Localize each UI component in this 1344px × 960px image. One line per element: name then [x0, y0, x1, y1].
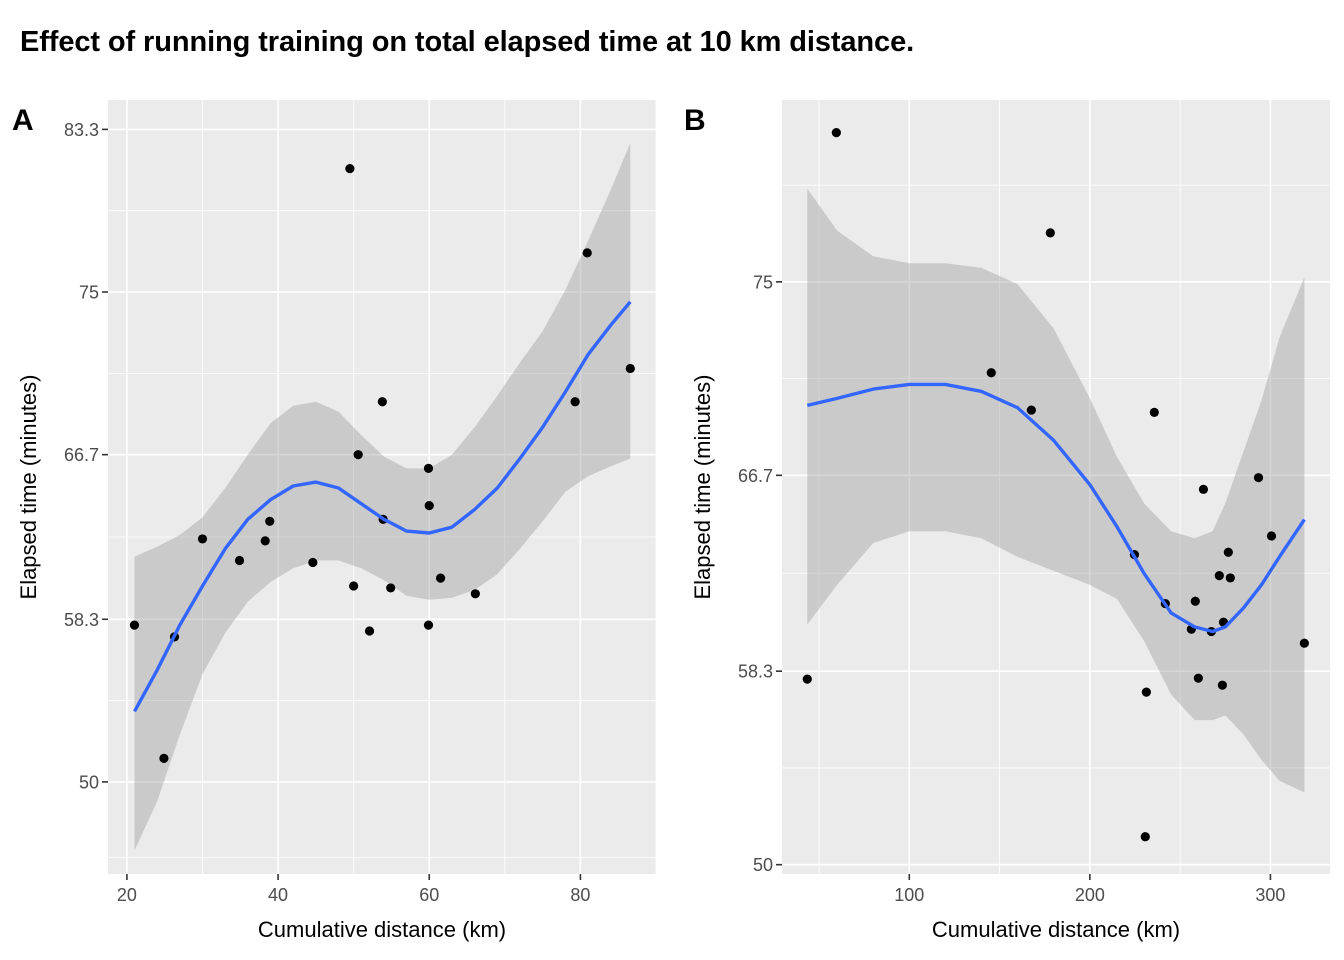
y-tick-label: 66.7: [64, 445, 99, 465]
data-point: [423, 620, 434, 630]
data-point: [1223, 547, 1233, 557]
panel-background: [108, 100, 656, 874]
data-point: [1026, 405, 1036, 415]
y-tick-label: 75: [79, 283, 99, 303]
data-point: [308, 557, 318, 568]
y-axis-title: Elapsed time (minutes): [16, 375, 41, 600]
y-tick-label: 58.3: [64, 610, 99, 630]
y-tick-label: 66.7: [738, 466, 773, 486]
data-point: [1190, 596, 1200, 606]
y-tick-label: 50: [753, 855, 773, 875]
confidence-band: [807, 188, 1305, 793]
data-point: [386, 583, 396, 593]
data-point: [831, 128, 841, 138]
data-point: [1045, 228, 1055, 238]
data-point: [986, 368, 996, 378]
data-point: [1193, 673, 1203, 683]
panel-tag-label: A: [12, 104, 34, 137]
data-point: [1225, 573, 1235, 583]
data-point: [1198, 484, 1209, 494]
panel-background: [782, 100, 1330, 874]
x-tick-label: 40: [268, 885, 288, 905]
data-point: [1217, 680, 1227, 690]
data-point: [159, 753, 169, 763]
data-point: [129, 620, 140, 630]
smooth-fit-line: [133, 300, 632, 713]
data-point: [1149, 407, 1159, 417]
figure-title: Effect of running training on total elap…: [20, 26, 915, 58]
data-point: [1140, 832, 1150, 842]
x-tick-label: 20: [117, 885, 137, 905]
data-point: [265, 516, 275, 526]
panel-b: 50 58.3 66.7 75 100 200 300 Cumulative distance…: [684, 100, 1330, 942]
data-point: [423, 463, 434, 473]
x-tick-label: 80: [570, 885, 590, 905]
data-point: [424, 501, 434, 511]
data-point: [1299, 638, 1309, 648]
data-point: [260, 536, 270, 546]
y-tick-label: 50: [79, 772, 99, 792]
data-point: [470, 589, 480, 599]
data-point: [377, 397, 387, 407]
smooth-fit-line: [806, 382, 1306, 634]
data-point: [802, 674, 812, 684]
x-axis-title: Cumulative distance (km): [932, 917, 1180, 942]
data-point: [1266, 531, 1277, 541]
data-point: [345, 163, 355, 174]
y-tick-label: 58.3: [738, 662, 773, 682]
data-point: [197, 534, 208, 544]
data-point: [1253, 473, 1264, 483]
y-axis-title: Elapsed time (minutes): [690, 375, 715, 600]
data-point: [1141, 687, 1151, 697]
data-point: [353, 450, 363, 460]
x-tick-label: 200: [1075, 885, 1105, 905]
data-point: [1214, 570, 1224, 581]
panel-tag-label: B: [684, 104, 706, 137]
confidence-band: [134, 143, 631, 851]
data-point: [582, 248, 592, 258]
x-tick-label: 300: [1255, 885, 1285, 905]
data-point: [570, 397, 580, 407]
x-axis-title: Cumulative distance (km): [258, 917, 506, 942]
y-tick-label: 83.3: [64, 120, 99, 140]
x-tick-label: 100: [894, 885, 924, 905]
data-point: [625, 363, 635, 374]
data-point: [435, 573, 446, 583]
panel-a: 50 58.3 66.7 75 83.3 20 40 60 80 Cumulative dista…: [12, 100, 657, 942]
x-tick-label: 60: [419, 885, 439, 905]
data-point: [349, 581, 359, 591]
data-point: [234, 555, 245, 566]
data-point: [364, 626, 375, 636]
y-tick-label: 75: [753, 272, 773, 292]
